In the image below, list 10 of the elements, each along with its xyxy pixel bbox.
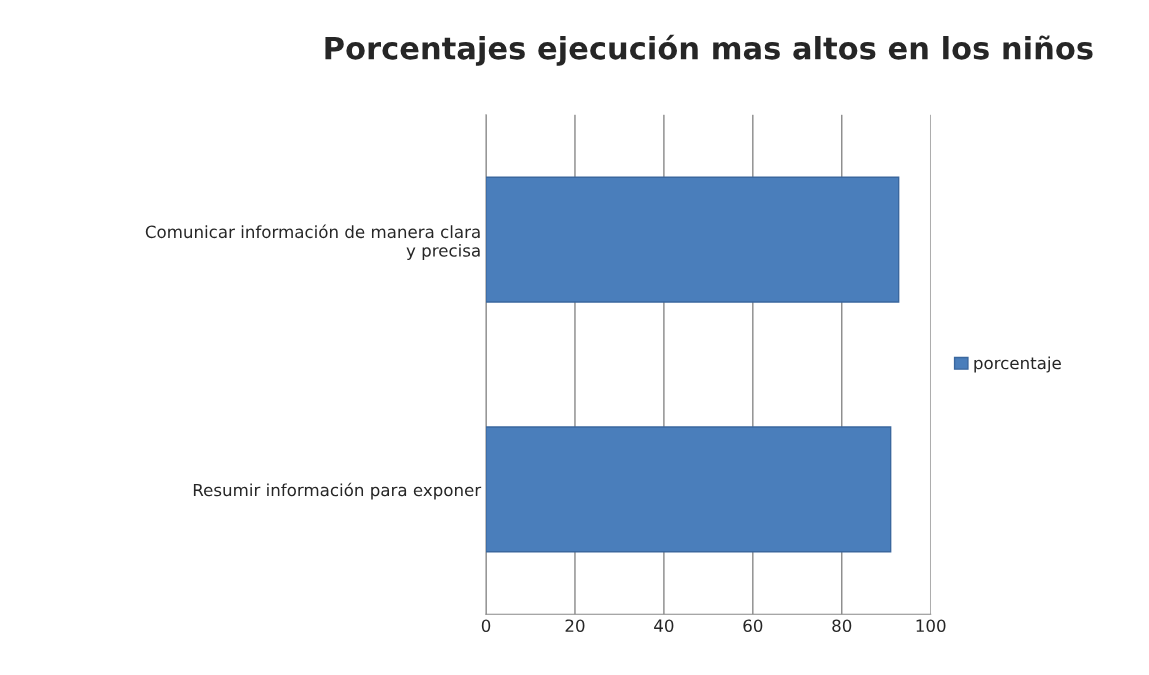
x-tick-label: 0 (481, 619, 491, 633)
y-tick-label: Comunicar información de manera clara y precisa (145, 224, 480, 261)
x-tick-label: 80 (832, 619, 852, 633)
x-tick-label: 40 (654, 619, 674, 633)
x-tick-label: 100 (916, 619, 946, 633)
x-tick-label: 20 (565, 619, 585, 633)
legend-label: porcentaje (974, 356, 1061, 373)
x-tick-label: 60 (743, 619, 763, 633)
chart-title: Porcentajes ejecución mas altos en los niños (325, 34, 1093, 66)
y-tick-label: Resumir información para exponer (193, 482, 482, 500)
